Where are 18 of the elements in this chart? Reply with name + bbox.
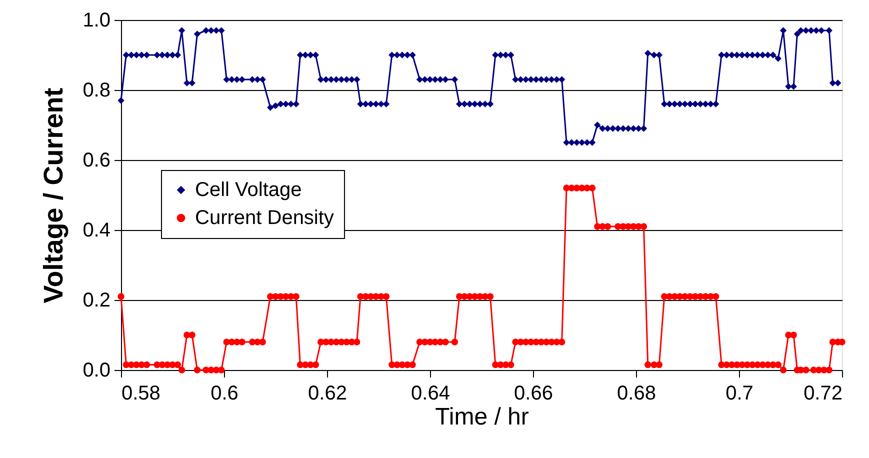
x-tick-label: 0.62 — [308, 382, 347, 404]
y-axis-title: Voltage / Current — [38, 88, 69, 304]
x-tick-label: 0.72 — [804, 382, 842, 404]
y-tick-label: 1.0 — [82, 10, 110, 32]
x-axis-title: Time / hr — [435, 404, 529, 430]
legend-label: Cell Voltage — [195, 179, 302, 201]
y-tick-label: 0.0 — [82, 360, 110, 382]
x-tick-label: 0.66 — [514, 382, 553, 404]
x-tick-label: 0.7 — [726, 382, 754, 404]
y-tick-label: 0.4 — [82, 220, 110, 242]
x-tick-label: 0.6 — [210, 382, 238, 404]
x-tick-label: 0.58 — [122, 382, 160, 404]
y-tick-label: 0.2 — [82, 290, 110, 312]
legend-label: Current Density — [195, 207, 334, 229]
y-tick-label: 0.6 — [82, 150, 110, 172]
x-tick-label: 0.64 — [411, 382, 450, 404]
x-tick-label: 0.68 — [617, 382, 656, 404]
y-tick-label: 0.8 — [82, 80, 110, 102]
